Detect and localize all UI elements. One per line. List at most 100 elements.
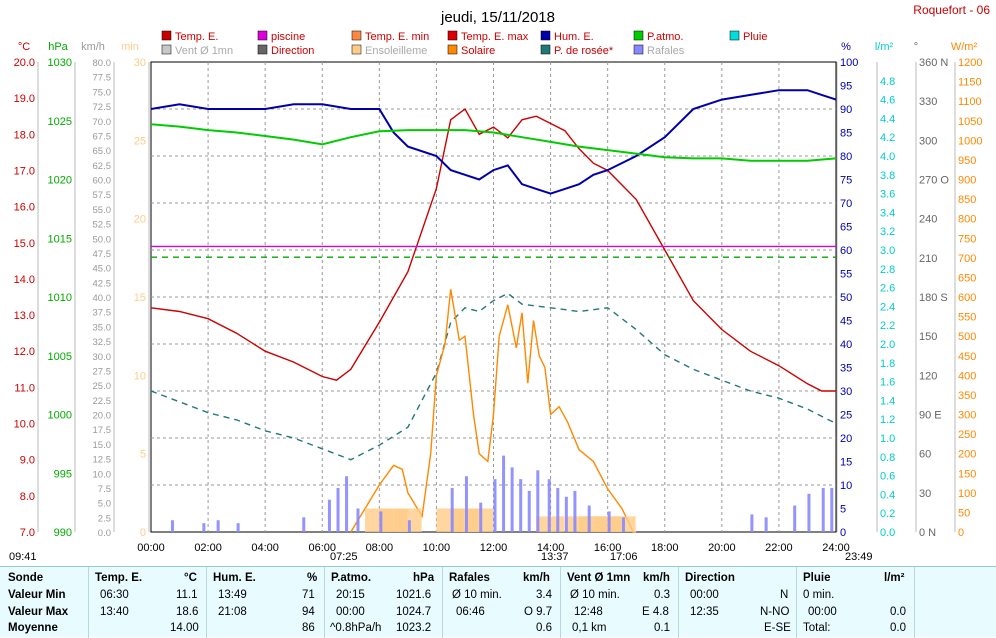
y-tick-label: 1005 [48,351,72,363]
y-tick-label: 30 [134,57,146,69]
stats-pluie-max-value: 0.0 [890,606,906,618]
stats-patmo-max-time: 00:00 [336,606,365,618]
bar-rafales [587,505,591,532]
bar-rafales [407,520,411,532]
bar-ensoleilleme [607,516,636,532]
y-tick-label: 180 S [919,292,948,304]
y-tick-label: 50.0 [93,234,112,245]
y-tick-label: 600 [958,292,976,304]
legend-label: Hum. E. [554,31,594,43]
y-tick-label: 120 [919,370,937,382]
y-tick-label: 995 [54,468,72,480]
y-tick-label: 52.5 [93,220,112,231]
y-tick-label: 11.0 [14,382,35,394]
legend-swatch [729,30,740,41]
y-tick-label: 1.0 [880,433,895,445]
y-tick-label: 19.0 [14,93,35,105]
y-tick-label: 330 [919,96,937,108]
y-tick-label: 5 [140,449,146,461]
legend-label: Solaire [461,45,495,57]
y-tick-label: 1200 [958,57,982,69]
y-tick-label: 62.5 [93,161,112,172]
y-tick-label: 1030 [48,57,72,69]
series-layer [150,89,837,533]
legend-swatch [540,44,551,55]
y-tick-label: 32.5 [93,337,112,348]
y-tick-label: 210 [919,253,937,265]
y-tick-label: 1025 [48,116,72,128]
y-tick-label: 350 [958,390,976,402]
legend-swatch [447,44,458,55]
y-tick-label: 270 O [919,175,949,187]
y-tick-label: 850 [958,194,976,206]
y-tick-label: 14.0 [14,274,35,286]
y-tick-label: 15.0 [93,440,112,451]
y-tick-label: 1150 [958,77,982,89]
axis-unit-label: hPa [48,41,68,53]
stats-rafales-avg-value: 3.4 [536,589,552,601]
y-tick-label: 4.0 [880,151,895,163]
y-tick-label: 47.5 [93,249,112,260]
legend-swatch [633,30,644,41]
stats-direction-t2: 12:35 [690,606,719,618]
stats-row-avg: Moyenne [8,622,58,634]
y-tick-label: 67.5 [93,131,112,142]
y-tick-label: 4.2 [880,132,895,144]
y-tick-label: 1000 [958,135,982,147]
y-tick-label: 12.5 [93,455,112,466]
y-tick-label: 300 [919,135,937,147]
legend-swatch [161,30,172,41]
plot-grid [150,61,837,533]
stats-patmo-max-value: 1024.7 [396,606,432,618]
legend-swatch [257,44,268,55]
series-line-p-atmo- [150,123,837,162]
y-tick-label: 55 [840,269,852,281]
y-tick-label: 20 [840,433,852,445]
time-marker-noon: 13:37 [541,551,569,563]
y-tick-label: 15 [134,292,146,304]
stats-direction-v2: N-NO [760,606,790,618]
y-tick-label: 72.5 [93,102,112,113]
y-tick-label: 90 E [919,410,942,422]
bar-rafales [750,514,754,532]
y-tick-label: 1.8 [880,358,895,370]
y-tick-label: 5.0 [98,499,111,510]
y-tick-label: 30 [919,488,931,500]
bar-rafales [519,479,523,532]
y-tick-label: 25 [840,410,852,422]
y-tick-label: 7.0 [20,527,35,539]
y-tick-label: 40.0 [93,293,112,304]
x-tick-label: 24:00 [822,542,850,554]
y-tick-label: 0.6 [880,471,895,483]
axis-unit-label: % [841,41,851,53]
y-tick-label: 10.0 [14,419,35,431]
stats-vent-max-value: E 4.8 [642,606,669,618]
bar-rafales [527,490,531,532]
bar-rafales [479,502,483,532]
y-tick-label: 16.0 [14,202,35,214]
y-tick-label: 1.6 [880,377,895,389]
series-line-p-de-ros-e- [150,292,837,461]
stats-rafales-mean-value: 0.6 [536,622,552,634]
stats-vent-avg-label: Ø 10 min. [570,589,620,601]
stats-rafales-title: Rafales [449,572,490,584]
x-tick-label: 12:00 [480,542,508,554]
y-tick-label: 70 [840,198,852,210]
x-tick-label: 04:00 [251,542,279,554]
stats-hum-min-time: 13:49 [218,589,247,601]
y-tick-label: 60.0 [93,176,112,187]
bar-rafales [345,476,349,532]
y-tick-label: 400 [958,370,976,382]
legend-label: Temp. E. max [461,31,529,43]
y-tick-label: 65.0 [93,146,112,157]
y-tick-label: 990 [54,527,72,539]
time-markers: 09:41 07:25 13:37 17:06 23:49 [9,551,873,563]
y-tick-label: 65 [840,222,852,234]
bar-rafales [564,496,568,532]
x-tick-label: 22:00 [765,542,793,554]
stats-pluie-unit: l/m² [884,572,905,584]
y-tick-label: 10.0 [93,469,112,480]
y-tick-label: 15 [840,457,852,469]
legend-label: P.atmo. [647,31,684,43]
bar-ensoleilleme [464,508,493,532]
